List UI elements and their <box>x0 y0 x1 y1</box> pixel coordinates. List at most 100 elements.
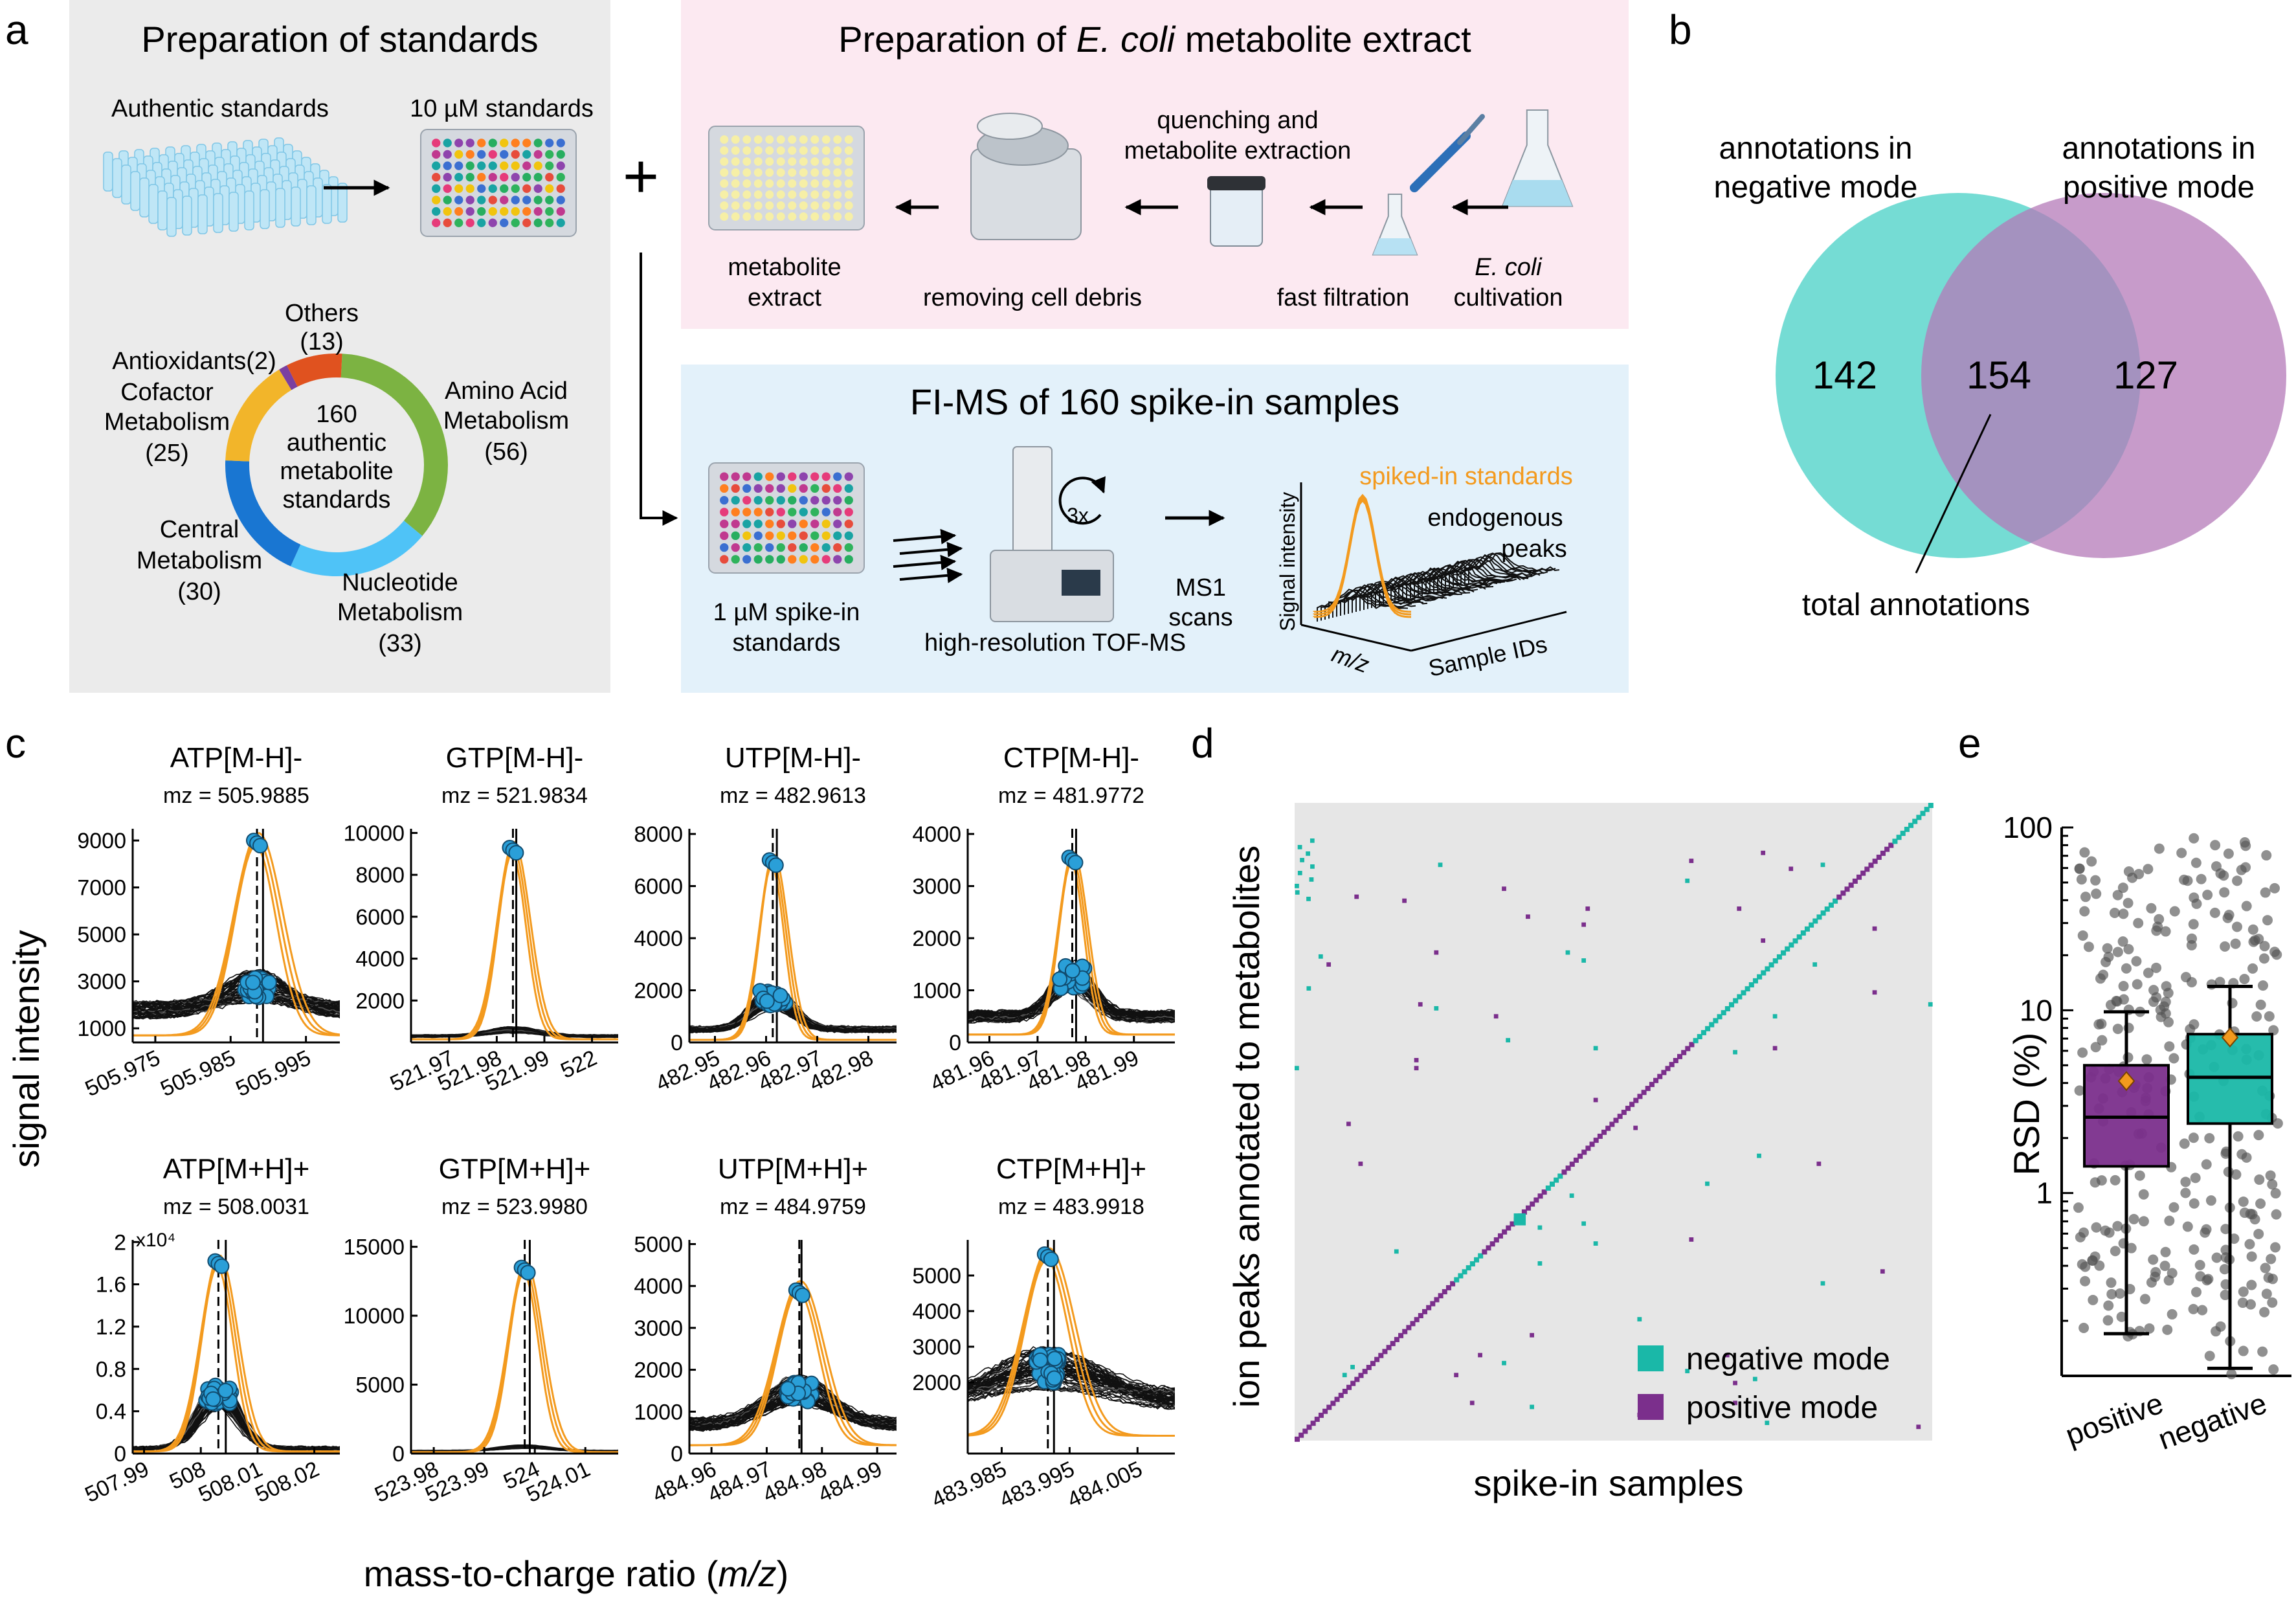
donut-center-line2: authentic <box>287 429 386 456</box>
off-diagonal-mark <box>1414 1066 1419 1071</box>
well <box>488 218 497 227</box>
well <box>821 135 830 144</box>
well <box>720 543 729 552</box>
pos-label-line1: annotations in <box>2062 131 2256 166</box>
diagonal-mark <box>1382 1349 1388 1354</box>
endogenous-trace <box>968 1371 1175 1390</box>
off-diagonal-mark <box>1434 1006 1439 1011</box>
y-tick-label: 4000 <box>634 1274 683 1299</box>
well <box>742 168 752 177</box>
well <box>844 179 853 188</box>
rsd-point <box>2205 1195 2216 1206</box>
y-tick-label: 0 <box>114 1442 126 1467</box>
diagonal-mark <box>1378 1353 1384 1358</box>
tube <box>166 197 177 237</box>
well <box>443 218 452 227</box>
cluster-mark <box>1306 851 1310 856</box>
diagonal-mark <box>1295 1436 1300 1442</box>
tube <box>291 186 301 227</box>
y-tick-label: 8000 <box>355 863 405 888</box>
well <box>742 135 752 144</box>
rsd-point <box>2112 1024 2123 1035</box>
well <box>432 150 441 159</box>
rsd-point <box>2246 1299 2257 1310</box>
cluster-mark <box>1309 877 1314 882</box>
well <box>545 161 554 170</box>
endogenous-trace <box>968 1368 1175 1406</box>
well <box>432 184 441 193</box>
diagonal-mark <box>1350 1380 1356 1386</box>
rsd-point <box>2264 1011 2275 1022</box>
y-tick-label: 6000 <box>355 905 405 930</box>
pipette-body <box>1410 131 1471 192</box>
label-central-metabolism: Metabolism <box>137 547 262 574</box>
y-tick-label: 6000 <box>634 875 683 899</box>
cluster-mark <box>1310 838 1315 843</box>
diagonal-mark <box>1577 1153 1583 1159</box>
off-diagonal-mark <box>1685 1369 1690 1373</box>
rsd-point <box>2246 1279 2257 1290</box>
diagonal-mark <box>1362 1369 1368 1375</box>
rsd-point <box>2112 996 2123 1007</box>
well <box>776 495 785 505</box>
rsd-point <box>2189 1244 2200 1255</box>
plot-mz: mz = 483.9918 <box>998 1195 1144 1219</box>
well <box>799 179 808 188</box>
diagonal-mark <box>1601 1129 1607 1135</box>
diagonal-mark <box>1852 878 1858 884</box>
diagonal-mark <box>1418 1313 1423 1319</box>
off-diagonal-mark <box>1733 1400 1737 1406</box>
well <box>500 184 509 193</box>
well <box>799 543 808 552</box>
spike-in-line2: standards <box>733 629 841 657</box>
well <box>500 207 509 216</box>
rsd-point <box>2160 1246 2171 1257</box>
well <box>443 173 452 182</box>
off-diagonal-mark <box>1733 1380 1737 1386</box>
tube <box>103 152 113 192</box>
diagonal-mark <box>1789 942 1794 948</box>
off-diagonal-mark <box>1502 886 1506 892</box>
diagonal-mark <box>1589 1141 1595 1147</box>
well <box>776 146 785 155</box>
rsd-point <box>2220 1244 2231 1255</box>
rsd-point <box>2220 1290 2231 1301</box>
well <box>522 184 531 193</box>
diagonal-mark <box>1856 874 1862 880</box>
well <box>522 196 531 205</box>
rsd-point <box>2117 936 2128 947</box>
off-diagonal-mark <box>1526 914 1530 919</box>
diagonal-mark <box>1928 803 1934 809</box>
spiked-trace <box>411 840 618 1040</box>
well <box>844 484 853 493</box>
well <box>511 184 520 193</box>
rsd-point <box>2139 1294 2150 1305</box>
diagonal-mark <box>1785 946 1790 952</box>
well <box>753 472 763 481</box>
tube <box>244 190 254 230</box>
off-diagonal-mark <box>1689 1237 1694 1242</box>
rsd-point <box>2191 1287 2202 1298</box>
rsd-point <box>2126 1242 2137 1253</box>
well <box>720 531 729 541</box>
off-diagonal-mark <box>1593 1097 1598 1103</box>
cluster-mark <box>1295 890 1300 895</box>
traces <box>133 1254 340 1453</box>
rsd-point <box>2182 1221 2193 1232</box>
off-diagonal-mark <box>1346 1121 1351 1127</box>
label-nucleotide: Nucleotide <box>342 569 458 596</box>
donut-slice-cofactor-metabolism <box>225 369 292 462</box>
rsd-point <box>2112 947 2123 958</box>
tube <box>306 185 317 225</box>
cluster-mark <box>1295 884 1299 888</box>
total-pointer-line <box>1915 414 1992 574</box>
rsd-point <box>2163 1275 2174 1286</box>
y-tick-label: 10000 <box>343 1304 405 1329</box>
well <box>765 519 774 528</box>
well <box>477 139 486 148</box>
well <box>454 196 463 205</box>
well <box>731 157 740 166</box>
diagonal-mark <box>1334 1397 1340 1402</box>
off-diagonal-mark <box>1637 1317 1642 1321</box>
rsd-point <box>2134 868 2145 879</box>
